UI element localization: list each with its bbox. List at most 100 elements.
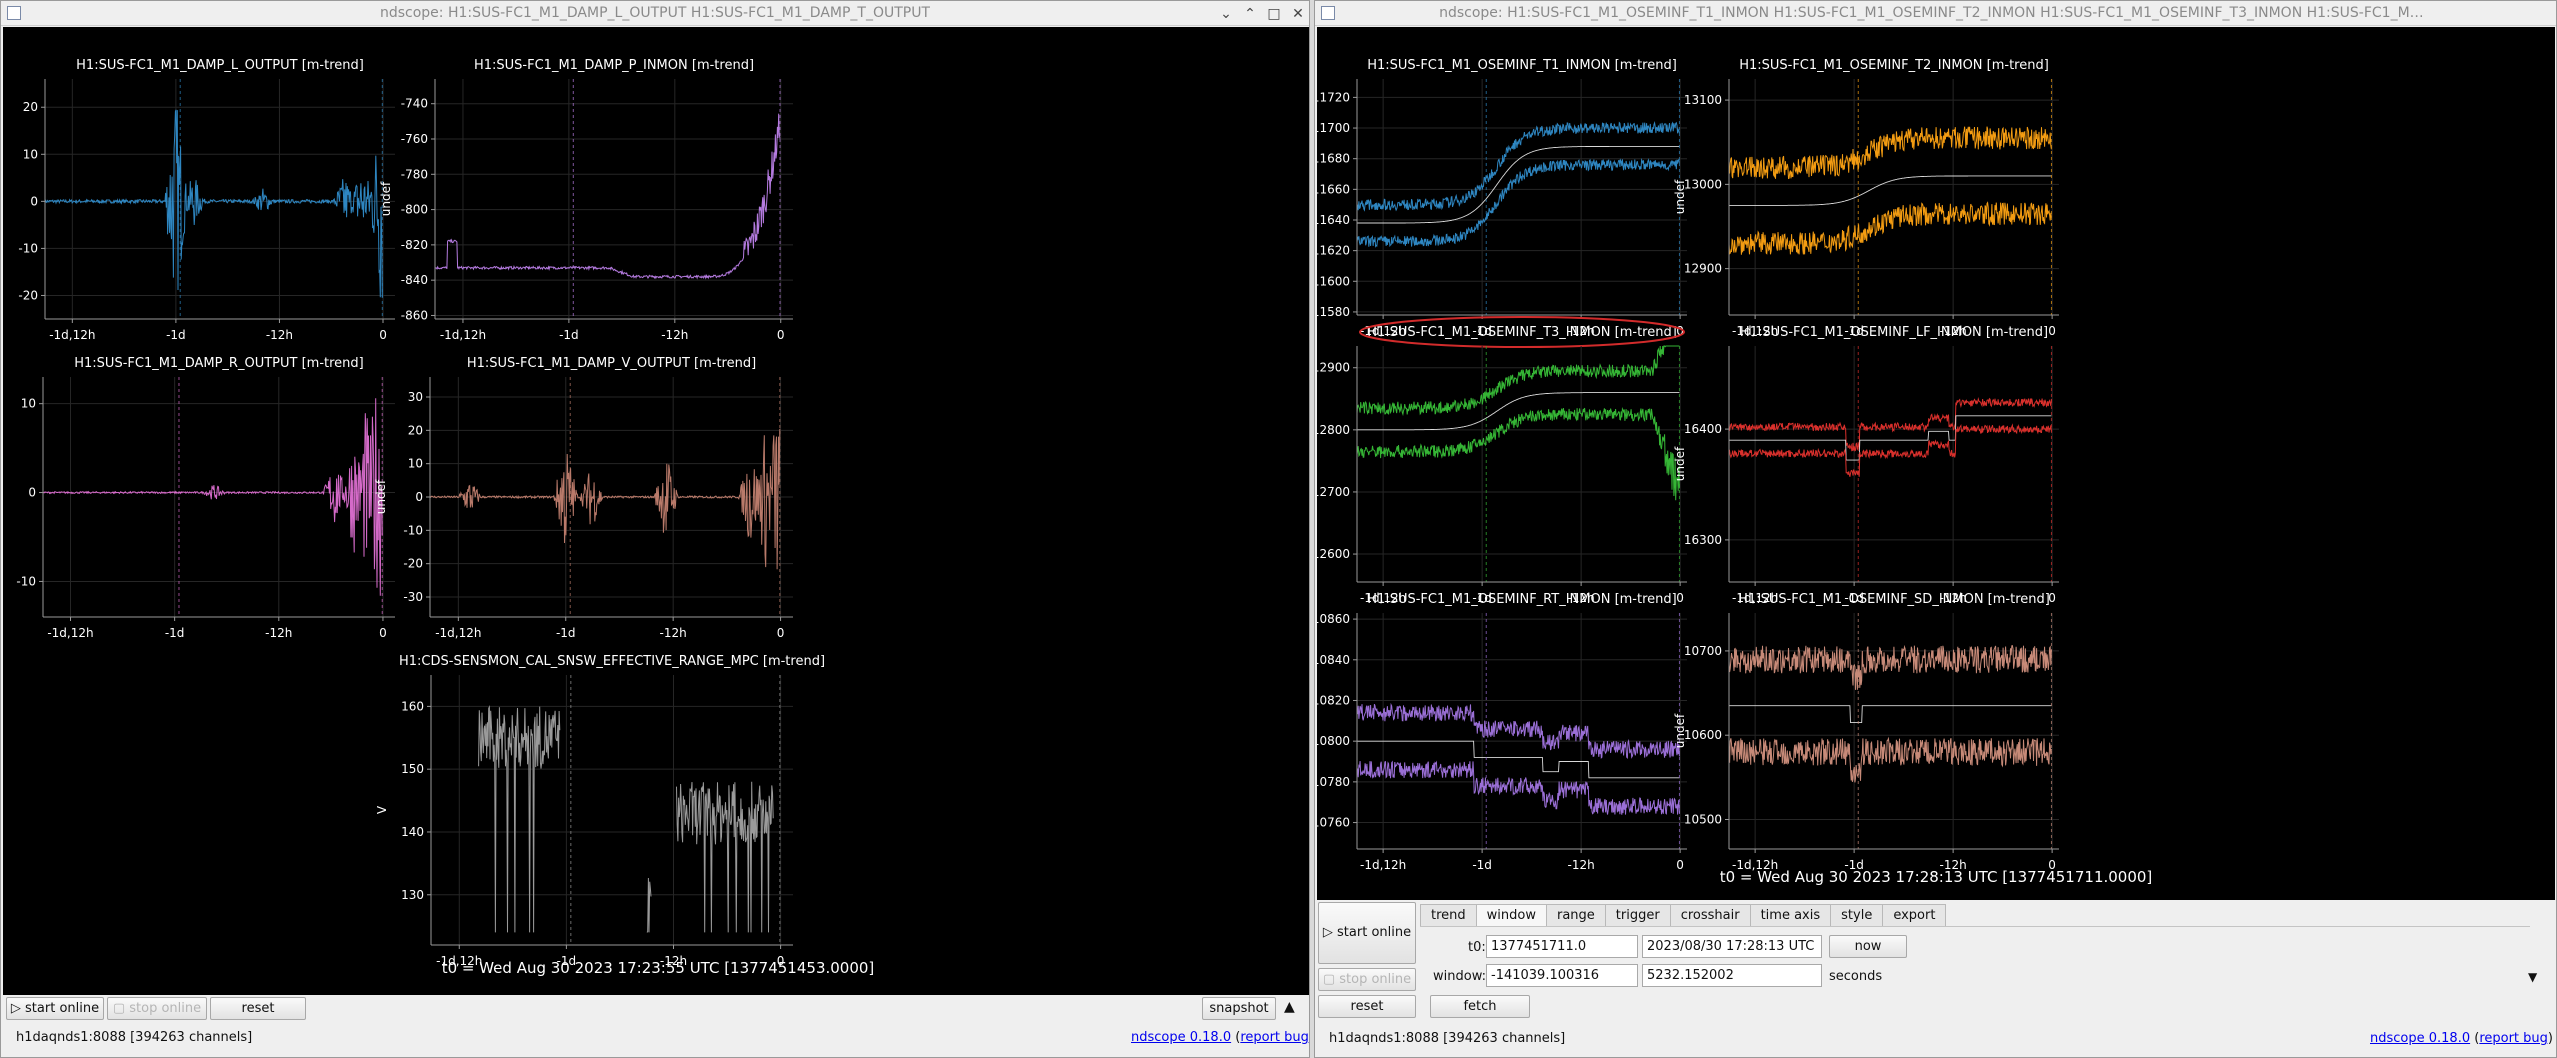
y-tick-label: 10800	[1317, 734, 1350, 748]
server-status: h1daqnds1:8088 [394263 channels]	[1329, 1031, 1566, 1046]
tab-trend[interactable]: trend	[1420, 904, 1477, 926]
y-tick-label: 10820	[1317, 693, 1350, 707]
y-tick-label: 130	[401, 888, 424, 902]
y-tick-label: 11720	[1317, 90, 1350, 104]
series-line	[1357, 392, 1680, 431]
tab-crosshair[interactable]: crosshair	[1669, 904, 1751, 926]
x-tick-label: -1d,12h	[1732, 324, 1778, 338]
x-tick-label: -1d,12h	[435, 626, 481, 640]
chart-7[interactable]: H1:SUS-FC1_M1_OSEMINF_T3_INMON [m-trend]…	[1315, 316, 1687, 605]
x-tick-label: -12h	[1568, 591, 1595, 605]
chart-5[interactable]: H1:SUS-FC1_M1_OSEMINF_T1_INMON [m-trend]…	[1315, 58, 1687, 338]
y-tick-label: 11660	[1317, 182, 1350, 196]
chart-2[interactable]: H1:SUS-FC1_M1_DAMP_R_OUTPUT [m-trend] 10 0…	[3, 356, 395, 640]
t0-gps-input[interactable]: 1377451711.0	[1486, 935, 1638, 958]
plot-canvas[interactable]: t0 = Wed Aug 30 2023 17:23:55 UTC [13774…	[1, 27, 1309, 995]
expand-controls-icon[interactable]: ▲	[1284, 999, 1295, 1015]
series-line	[1728, 423, 2052, 477]
fetch-button[interactable]: fetch	[1430, 995, 1530, 1018]
minimize-icon[interactable]: ⌄	[1220, 5, 1232, 22]
chart-9[interactable]: H1:SUS-FC1_M1_OSEMINF_RT_INMON [m-trend]…	[1315, 592, 1687, 872]
t0-utc-input[interactable]: 2023/08/30 17:28:13 UTC	[1642, 935, 1822, 958]
ndscope-window-left: ndscope: H1:SUS-FC1_M1_DAMP_L_OUTPUT H1:…	[0, 0, 1310, 1058]
y-tick-label: 10780	[1317, 775, 1350, 789]
chart-3[interactable]: H1:SUS-FC1_M1_DAMP_V_OUTPUT [m-trend] 30 2…	[374, 356, 793, 640]
y-tick-label: 0	[30, 194, 38, 208]
y-tick-label: 16300	[1684, 533, 1722, 547]
chart-title: H1:SUS-FC1_M1_OSEMINF_LF_INMON [m-trend]	[1740, 325, 2048, 340]
x-tick-label: -12h	[660, 626, 687, 640]
x-tick-label: -1d	[1472, 324, 1492, 338]
series-line	[1356, 406, 1680, 501]
tab-range[interactable]: range	[1545, 904, 1606, 926]
server-status: h1daqnds1:8088 [394263 channels]	[16, 1030, 253, 1045]
expand-icon[interactable]: ⌃	[1244, 5, 1256, 22]
y-tick-label: 0	[415, 490, 423, 504]
chart-1[interactable]: H1:SUS-FC1_M1_DAMP_P_INMON [m-trend] -740…	[379, 58, 793, 342]
x-tick-label: 0	[1676, 858, 1684, 872]
chart-10[interactable]: H1:SUS-FC1_M1_OSEMINF_SD_INMON [m-trend]…	[1673, 592, 2059, 872]
y-tick-label: 11600	[1317, 274, 1350, 288]
window-start-input[interactable]: -141039.100316	[1486, 964, 1638, 987]
y-tick-label: 12900	[1684, 262, 1722, 276]
x-tick-label: -12h	[1940, 591, 1967, 605]
series-line	[1356, 760, 1680, 815]
stop-online-button[interactable]: ▢ stop online	[107, 997, 207, 1020]
report-bug-link[interactable]: report bug	[2479, 1031, 2548, 1046]
plot-canvas[interactable]: t0 = Wed Aug 30 2023 17:28:13 UTC [13774…	[1315, 27, 2555, 900]
window-field-label: window:	[1433, 969, 1486, 984]
y-tick-label: 10700	[1684, 644, 1722, 658]
title-bar[interactable]: ndscope: H1:SUS-FC1_M1_OSEMINF_T1_INMON …	[1315, 1, 2556, 26]
reset-button[interactable]: reset	[1318, 995, 1416, 1018]
tab-trigger[interactable]: trigger	[1604, 904, 1671, 926]
tab-window[interactable]: window	[1475, 904, 1547, 927]
chart-title: H1:SUS-FC1_M1_OSEMINF_SD_INMON [m-trend]	[1738, 592, 2050, 607]
chart-0[interactable]: H1:SUS-FC1_M1_DAMP_L_OUTPUT [m-trend] 20 1…	[1, 58, 395, 342]
window-title: ndscope: H1:SUS-FC1_M1_OSEMINF_T1_INMON …	[1439, 5, 2432, 21]
now-button[interactable]: now	[1829, 935, 1907, 958]
y-tick-label: -30	[403, 590, 423, 604]
y-tick-label: 11580	[1317, 305, 1350, 319]
title-bar[interactable]: ndscope: H1:SUS-FC1_M1_DAMP_L_OUTPUT H1:…	[1, 1, 1309, 26]
chart-8[interactable]: H1:SUS-FC1_M1_OSEMINF_LF_INMON [m-trend]…	[1673, 325, 2059, 605]
series-line	[429, 428, 781, 570]
y-tick-label: 12700	[1317, 485, 1350, 499]
stop-online-button[interactable]: ▢ stop online	[1318, 968, 1416, 991]
chart-title: H1:SUS-FC1_M1_DAMP_P_INMON [m-trend]	[474, 58, 754, 73]
y-tick-label: 10840	[1317, 653, 1350, 667]
series-line	[1729, 175, 2052, 206]
chart-title: H1:SUS-FC1_M1_OSEMINF_T3_INMON [m-trend]	[1367, 325, 1677, 340]
series-line	[1356, 702, 1680, 759]
series-line	[1728, 397, 2052, 452]
report-bug-link[interactable]: report bug	[1240, 1030, 1309, 1045]
y-tick-label: 20	[408, 423, 423, 437]
y-tick-label: 150	[401, 762, 424, 776]
maximize-icon[interactable]: □	[1267, 5, 1281, 22]
tab-export[interactable]: export	[1882, 904, 1947, 926]
app-icon	[1321, 6, 1335, 20]
control-tabs: trend window range trigger crosshair time axi…	[1420, 904, 1947, 927]
start-online-button[interactable]: ▷ start online	[1318, 902, 1416, 964]
tab-time-axis[interactable]: time axis	[1749, 904, 1832, 926]
tab-style[interactable]: style	[1830, 904, 1884, 926]
y-tick-label: -10	[18, 241, 38, 255]
x-tick-label: 0	[379, 328, 387, 342]
window-end-input[interactable]: 5232.152002	[1642, 964, 1822, 987]
series-line	[478, 704, 561, 933]
series-line	[1357, 740, 1680, 779]
y-tick-label: -10	[16, 574, 36, 588]
close-icon[interactable]: ✕	[1292, 5, 1304, 22]
version-link[interactable]: ndscope 0.18.0	[1131, 1030, 1232, 1045]
chart-6[interactable]: H1:SUS-FC1_M1_OSEMINF_T2_INMON [m-trend]…	[1673, 58, 2059, 338]
x-tick-label: -12h	[1568, 858, 1595, 872]
y-tick-label: -10	[403, 523, 423, 537]
x-tick-label: -1d	[556, 626, 576, 640]
collapse-controls-icon[interactable]: ▼	[2528, 970, 2538, 984]
series-line	[434, 113, 781, 280]
version-link[interactable]: ndscope 0.18.0	[2370, 1031, 2471, 1046]
snapshot-button[interactable]: snapshot	[1202, 997, 1276, 1020]
x-tick-label: 0	[379, 626, 387, 640]
reset-button[interactable]: reset	[210, 997, 306, 1020]
start-online-button[interactable]: ▷ start online	[6, 997, 104, 1020]
chart-4[interactable]: H1:CDS-SENSMON_CAL_SNSW_EFFECTIVE_RANGE_…	[375, 654, 825, 968]
